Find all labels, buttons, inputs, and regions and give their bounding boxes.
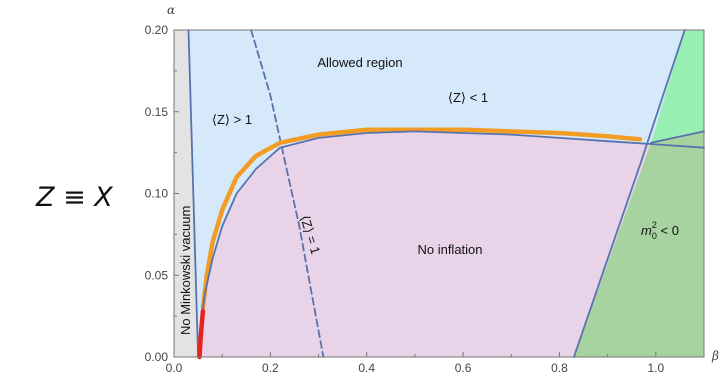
y-tick-label: 0.20 [145, 23, 169, 37]
z-equals-1-curve [250, 29, 325, 358]
z-greater-1-label: ⟨Z⟩ > 1 [212, 112, 252, 127]
upper-green-region [651, 30, 704, 143]
m0-negative-region [573, 131, 704, 357]
x-tick-label: 1.0 [647, 361, 664, 375]
orange-numerical-curve [200, 127, 644, 311]
no-inflation-boundary-curve [197, 130, 705, 358]
x-tick-label: 0.0 [166, 361, 183, 375]
upper-green-boundary-curve [650, 130, 705, 144]
y-tick-label: 0.00 [145, 350, 169, 364]
minkowski-boundary-curve [187, 29, 199, 358]
no-inflation-region [198, 131, 704, 357]
m0-inequality: < 0 [657, 223, 679, 238]
z-less-1-label: ⟨Z⟩ < 1 [448, 90, 488, 105]
y-axis-label: α [167, 3, 175, 17]
x-tick-label: 0.4 [358, 361, 375, 375]
x-axis-label: β [711, 349, 719, 363]
no-inflation-label: No inflation [417, 242, 482, 257]
x-tick-label: 0.8 [551, 361, 568, 375]
m0-superscript: 2 [652, 220, 657, 230]
m0-subscript: 0 [652, 231, 657, 241]
m0-negative-label: m02 < 0 [641, 220, 679, 241]
m0-symbol: m [641, 223, 652, 238]
y-tick-label: 0.05 [145, 268, 169, 282]
allowed-region-label: Allowed region [317, 55, 402, 70]
no-minkowski-region [174, 30, 199, 357]
no-minkowski-label: No Minkowski vacuum [178, 206, 193, 335]
red-numerical-curve [197, 308, 206, 360]
y-tick-label: 0.15 [145, 105, 169, 119]
x-tick-label: 0.6 [455, 361, 472, 375]
equation-label: Z ≡ X [36, 182, 113, 213]
y-tick-label: 0.10 [145, 187, 169, 201]
x-tick-label: 0.2 [262, 361, 279, 375]
m0-boundary-curve [573, 29, 686, 358]
